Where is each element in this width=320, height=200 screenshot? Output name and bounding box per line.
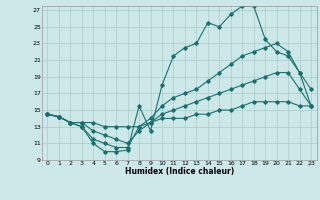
X-axis label: Humidex (Indice chaleur): Humidex (Indice chaleur) bbox=[124, 167, 234, 176]
